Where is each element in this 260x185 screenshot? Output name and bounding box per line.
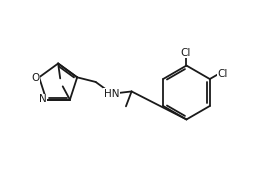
Text: Cl: Cl <box>218 69 228 79</box>
Text: O: O <box>32 73 40 83</box>
Text: HN: HN <box>104 88 119 98</box>
Text: Cl: Cl <box>180 48 190 58</box>
Text: N: N <box>39 94 47 104</box>
